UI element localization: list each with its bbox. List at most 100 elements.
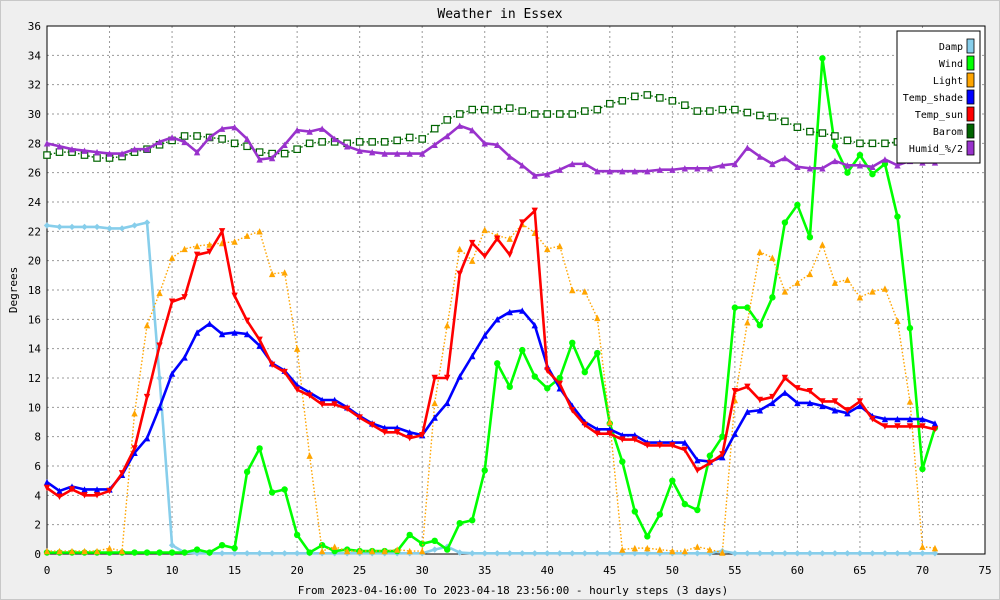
series-line bbox=[47, 223, 936, 554]
data-point bbox=[881, 285, 889, 292]
data-point bbox=[481, 550, 488, 557]
y-tick-label: 36 bbox=[28, 20, 41, 33]
data-point bbox=[181, 138, 188, 146]
legend-swatch bbox=[966, 140, 975, 156]
x-axis-label: From 2023-04-16:00 To 2023-04-18 23:56:0… bbox=[298, 584, 728, 597]
data-point bbox=[644, 544, 651, 552]
data-point bbox=[919, 550, 926, 557]
data-point bbox=[318, 401, 326, 408]
y-tick-label: 8 bbox=[34, 431, 41, 444]
data-point bbox=[419, 150, 426, 157]
data-point bbox=[644, 550, 651, 557]
data-point bbox=[806, 127, 814, 136]
data-point bbox=[243, 135, 251, 143]
x-tick-label: 5 bbox=[106, 564, 113, 577]
data-point bbox=[706, 165, 714, 172]
data-point bbox=[669, 166, 676, 173]
data-point bbox=[281, 486, 288, 493]
data-point bbox=[143, 549, 151, 556]
data-point bbox=[831, 550, 839, 557]
data-point bbox=[506, 550, 513, 557]
data-point bbox=[143, 219, 151, 226]
data-point bbox=[731, 430, 739, 437]
data-point bbox=[93, 547, 101, 555]
data-point bbox=[281, 550, 288, 557]
y-tick-label: 2 bbox=[34, 519, 41, 532]
data-point bbox=[93, 223, 101, 231]
data-point bbox=[494, 141, 501, 148]
data-point bbox=[81, 492, 88, 499]
data-point bbox=[894, 423, 901, 430]
data-point bbox=[218, 550, 226, 557]
y-tick-label: 12 bbox=[28, 372, 41, 385]
data-point bbox=[656, 511, 664, 518]
data-point bbox=[569, 286, 576, 294]
y-tick-label: 16 bbox=[28, 313, 41, 326]
data-point bbox=[93, 154, 101, 162]
data-point bbox=[218, 125, 226, 132]
y-tick-label: 30 bbox=[28, 108, 41, 121]
data-point bbox=[206, 248, 213, 256]
data-point bbox=[43, 222, 51, 229]
data-point bbox=[68, 223, 76, 231]
data-point bbox=[856, 139, 864, 148]
data-point bbox=[293, 550, 301, 557]
data-point bbox=[844, 407, 851, 414]
data-point bbox=[293, 126, 301, 134]
data-point bbox=[118, 225, 126, 232]
data-point bbox=[769, 294, 776, 301]
data-point bbox=[456, 270, 463, 278]
x-tick-label: 50 bbox=[666, 564, 679, 577]
y-tick-label: 24 bbox=[28, 196, 42, 209]
legend-label: Temp_shade bbox=[903, 93, 963, 104]
data-point bbox=[519, 346, 526, 354]
data-point bbox=[81, 223, 88, 231]
data-point bbox=[43, 478, 51, 486]
data-point bbox=[293, 345, 301, 352]
data-point bbox=[844, 276, 851, 283]
data-point bbox=[594, 168, 601, 175]
data-point bbox=[331, 135, 338, 143]
data-point bbox=[218, 330, 226, 338]
data-point bbox=[756, 111, 764, 120]
data-point bbox=[781, 219, 789, 226]
data-point bbox=[481, 253, 488, 260]
data-point bbox=[656, 94, 664, 102]
data-point bbox=[569, 550, 576, 557]
grid bbox=[47, 26, 985, 554]
data-point bbox=[356, 414, 363, 421]
data-point bbox=[118, 547, 126, 555]
data-point bbox=[794, 385, 801, 392]
data-point bbox=[819, 398, 826, 405]
data-point bbox=[143, 322, 151, 329]
data-point bbox=[231, 544, 238, 552]
legend-swatch bbox=[966, 55, 975, 71]
data-point bbox=[131, 549, 138, 556]
data-point bbox=[81, 147, 88, 154]
data-point bbox=[406, 531, 413, 539]
data-point bbox=[256, 336, 263, 344]
x-tick-label: 40 bbox=[541, 564, 554, 577]
legend-swatch bbox=[966, 123, 975, 139]
data-point bbox=[881, 139, 889, 148]
data-point bbox=[231, 238, 238, 245]
data-point bbox=[281, 141, 288, 148]
data-point bbox=[331, 543, 338, 550]
data-point bbox=[806, 270, 814, 278]
y-tick-label: 10 bbox=[28, 401, 41, 414]
data-point bbox=[794, 279, 801, 286]
legend-swatch bbox=[966, 38, 975, 54]
data-point bbox=[743, 108, 752, 117]
data-point bbox=[906, 415, 914, 423]
data-point bbox=[356, 147, 363, 154]
data-point bbox=[594, 349, 601, 357]
data-point bbox=[644, 168, 651, 175]
data-point bbox=[268, 361, 276, 368]
data-point bbox=[669, 477, 676, 484]
data-point bbox=[481, 226, 488, 234]
data-point bbox=[43, 484, 51, 492]
data-point bbox=[156, 549, 163, 556]
data-point bbox=[444, 399, 451, 407]
data-point bbox=[181, 294, 188, 301]
